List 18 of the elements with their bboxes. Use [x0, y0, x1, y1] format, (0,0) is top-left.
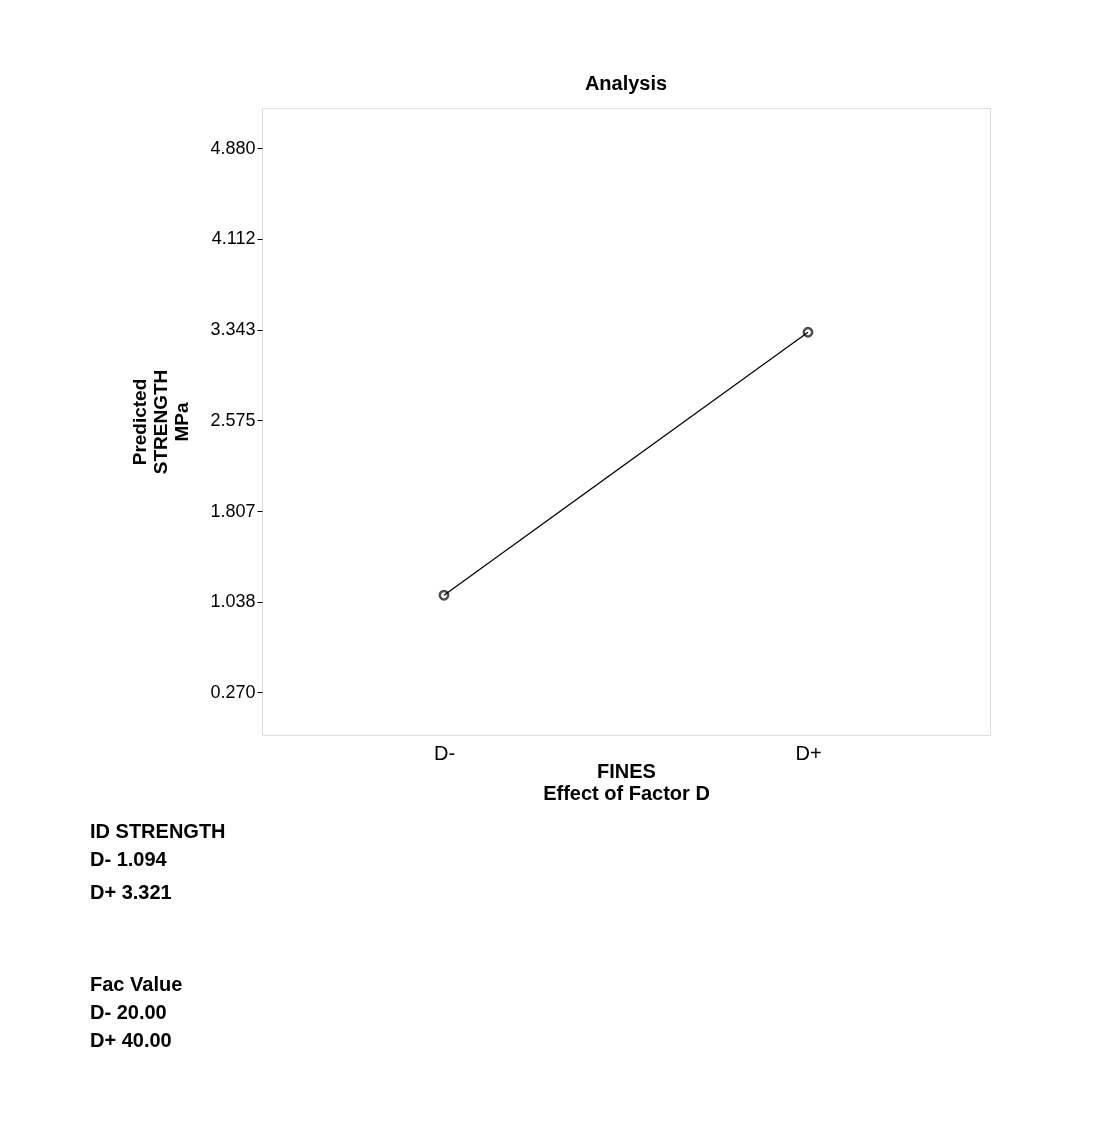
x-tick-label: D- [433, 741, 456, 764]
text: D- 1.094 [90, 848, 168, 870]
y-tick-label: 0.270 [210, 681, 256, 702]
text: Fac Value [90, 973, 183, 995]
y-tick-label: 4.880 [210, 137, 256, 158]
y-tick-label: 3.343 [210, 319, 256, 340]
chart-title: Analysis [584, 72, 668, 94]
text: D- 20.00 [90, 1001, 167, 1023]
text: D+ 40.00 [90, 1029, 172, 1051]
y-tick-label: 4.112 [211, 228, 256, 249]
text: ID STRENGTH [90, 820, 226, 842]
x-axis-title: FINES Effect of Factor D [543, 759, 710, 804]
x-tick-label: D+ [795, 741, 822, 764]
y-axis-title: Predicted STRENGTH MPa [129, 369, 193, 475]
text: D+ 3.321 [90, 881, 172, 903]
y-tick-label: 1.038 [210, 591, 256, 612]
y-tick-label: 2.575 [210, 409, 256, 430]
y-tick-label: 1.807 [210, 500, 256, 521]
